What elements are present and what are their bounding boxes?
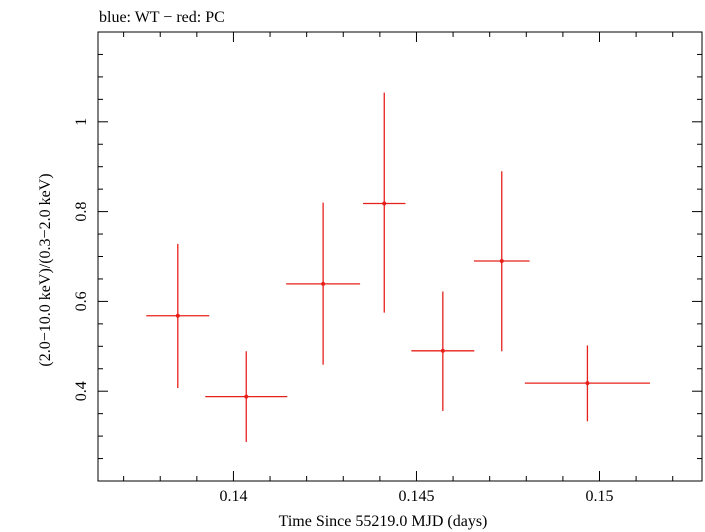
data-point <box>363 92 406 313</box>
point-marker <box>321 281 326 286</box>
x-tick-label: 0.14 <box>219 488 247 505</box>
y-tick-label: 0.6 <box>73 291 90 311</box>
chart-title: blue: WT − red: PC <box>99 9 225 26</box>
x-axis: 0.14 0.145 0.15 <box>123 32 674 505</box>
point-marker <box>244 394 249 399</box>
point-marker <box>499 258 504 263</box>
point-marker <box>585 381 590 386</box>
y-axis-label: (2.0−10.0 keV)/(0.3−2.0 keV) <box>37 173 54 366</box>
data-point <box>205 351 288 442</box>
y-tick-label: 1 <box>73 118 90 126</box>
point-marker <box>382 201 387 206</box>
y-tick-label: 0.4 <box>73 381 90 401</box>
data-series-pc <box>146 92 651 442</box>
x-axis-label: Time Since 55219.0 MJD (days) <box>279 513 488 530</box>
data-point <box>411 291 475 411</box>
data-point <box>146 243 210 389</box>
data-point <box>473 171 530 352</box>
x-tick-label: 0.145 <box>398 488 434 505</box>
y-axis: 0.4 0.6 0.8 1 <box>73 31 702 482</box>
plot-frame <box>97 31 703 482</box>
x-tick-label: 0.15 <box>586 488 614 505</box>
data-point <box>286 202 361 365</box>
y-tick-label: 0.8 <box>73 202 90 222</box>
point-marker <box>440 348 445 353</box>
data-point <box>524 345 651 422</box>
point-marker <box>175 313 180 318</box>
